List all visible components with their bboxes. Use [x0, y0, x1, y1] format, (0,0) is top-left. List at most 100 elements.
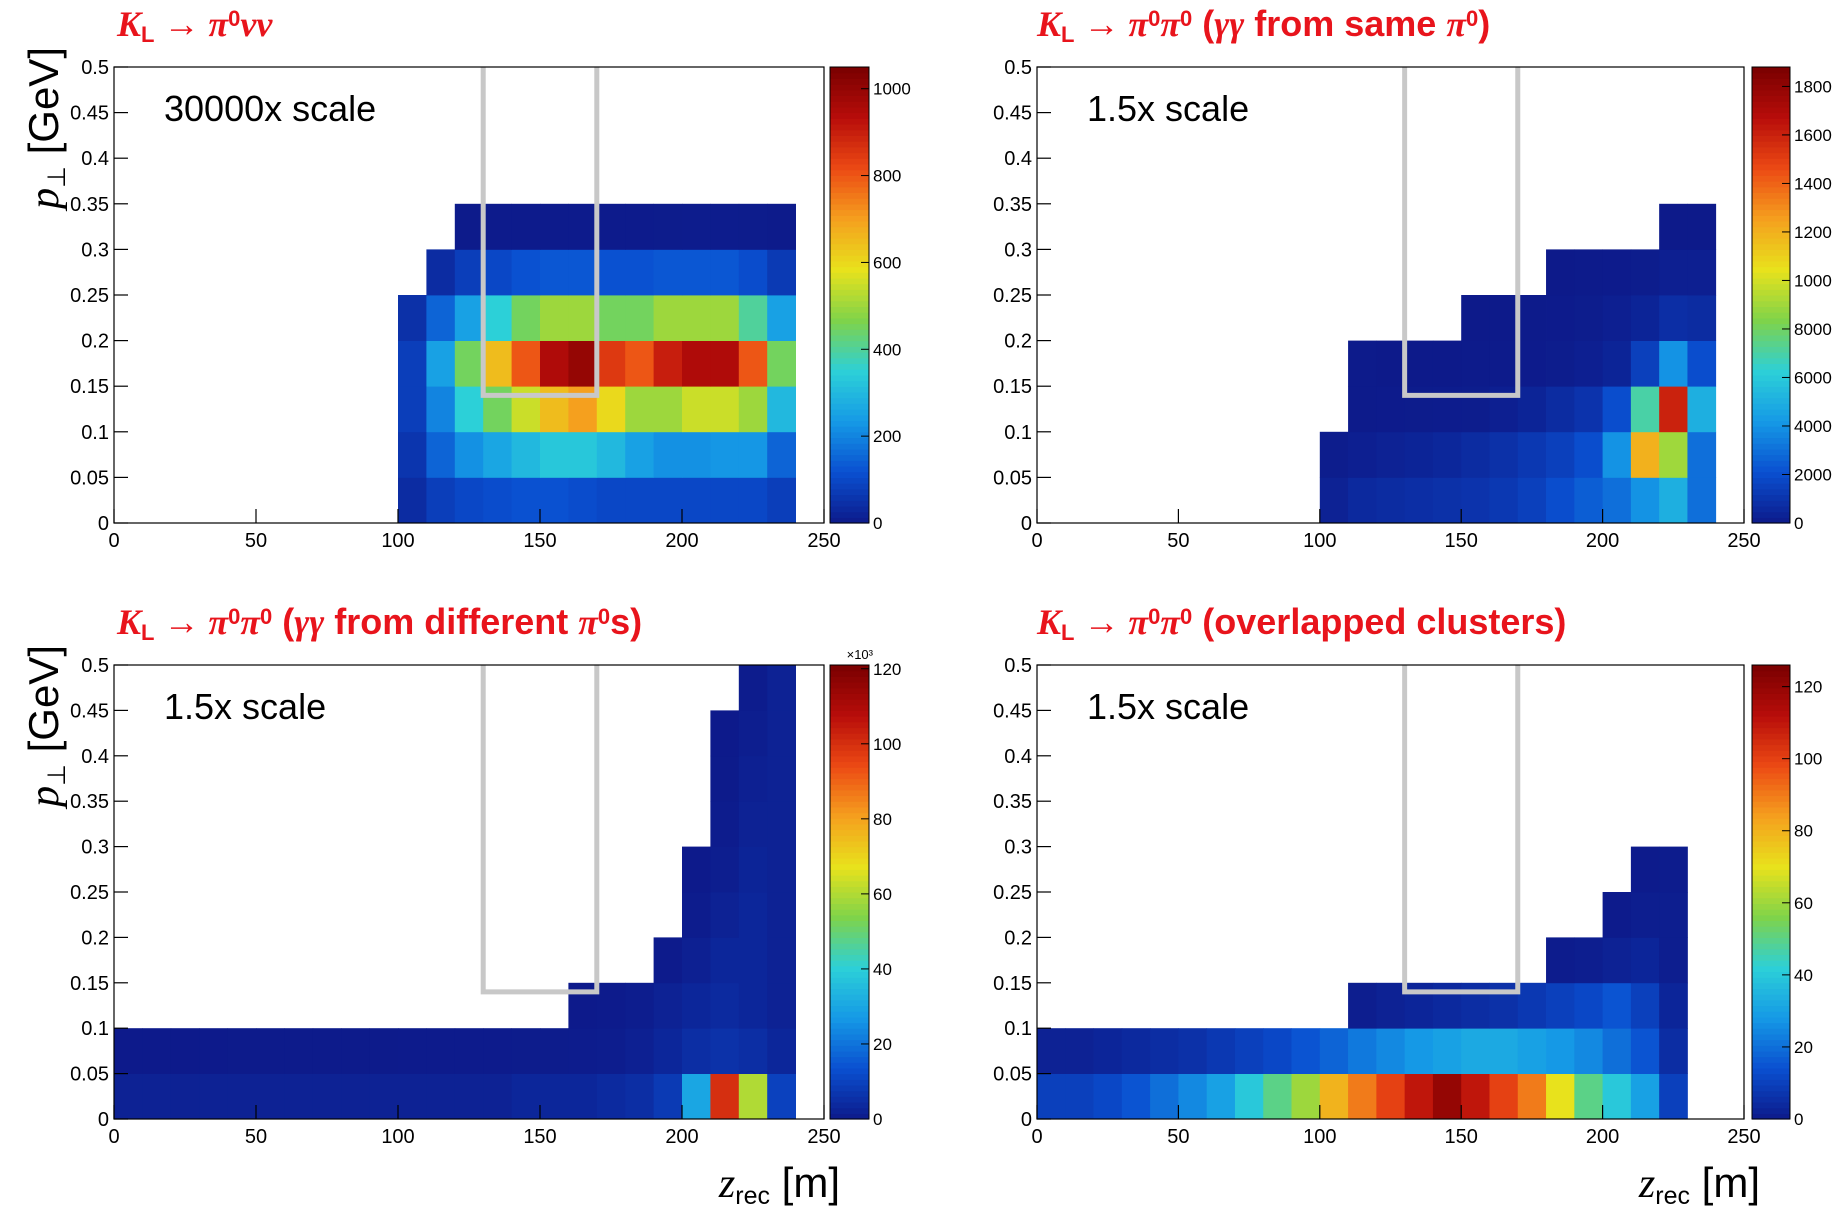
- heatmap-cell: [1659, 249, 1688, 296]
- heatmap-cell: [1659, 203, 1688, 250]
- heatmap-cell: [170, 1073, 200, 1120]
- text-part: 0: [1148, 604, 1160, 629]
- colorbar-band: [1752, 352, 1790, 359]
- heatmap-cell: [483, 203, 512, 250]
- heatmap-cell: [682, 982, 711, 1029]
- colorbar-band: [1752, 300, 1790, 307]
- colorbar-band: [830, 334, 869, 342]
- colorbar-tick-label: 600: [873, 253, 901, 272]
- colorbar-band: [830, 750, 869, 757]
- scale-note: 30000x scale: [164, 88, 376, 129]
- colorbar-band: [830, 403, 869, 410]
- colorbar-band: [830, 920, 869, 927]
- colorbar-band: [830, 846, 869, 853]
- panel-title: KL → π0π0 (γγ from same π0): [1036, 3, 1490, 47]
- colorbar-band: [1752, 676, 1790, 683]
- y-tick-label: 0.35: [993, 791, 1032, 813]
- heatmap-cell: [596, 982, 626, 1029]
- heatmap-cell: [1546, 982, 1575, 1029]
- colorbar-band: [1752, 880, 1790, 887]
- colorbar-tick-label: 80: [1794, 822, 1813, 841]
- heatmap-cell: [483, 340, 512, 387]
- colorbar-band: [830, 135, 869, 142]
- heatmap-cell: [1687, 431, 1717, 478]
- heatmap-cell: [710, 477, 740, 524]
- heatmap-cell: [1659, 892, 1688, 938]
- heatmap-cell: [1659, 477, 1688, 524]
- colorbar-band: [1752, 744, 1790, 751]
- y-tick-label: 0.3: [1004, 837, 1032, 859]
- text-part: 0: [260, 604, 272, 629]
- heatmap-cell: [625, 295, 654, 341]
- colorbar-band: [1752, 158, 1790, 165]
- colorbar-band: [1752, 124, 1790, 131]
- colorbar-band: [1752, 806, 1790, 814]
- heatmap-cell: [426, 477, 456, 524]
- heatmap-cell: [540, 249, 569, 296]
- colorbar-band: [830, 249, 869, 256]
- colorbar-band: [830, 982, 869, 990]
- colorbar-band: [1752, 852, 1790, 859]
- x-tick-label: 100: [1303, 530, 1336, 552]
- heatmap-cell: [596, 386, 626, 433]
- heatmap-cell: [625, 982, 654, 1029]
- heatmap-cell: [483, 295, 512, 341]
- colorbar-band: [830, 1045, 869, 1052]
- heatmap-cell: [682, 295, 711, 341]
- panel-title: KL → π0νν: [116, 4, 273, 47]
- heatmap-cell: [511, 477, 541, 524]
- heatmap-cell: [568, 340, 598, 387]
- heatmap-cell: [738, 710, 768, 757]
- heatmap-cell: [738, 249, 768, 296]
- heatmap-cell: [1348, 386, 1377, 433]
- colorbar-band: [1752, 243, 1790, 250]
- colorbar-band: [830, 699, 869, 706]
- heatmap-cell: [1348, 431, 1377, 478]
- heatmap-cell: [511, 203, 541, 250]
- colorbar-band: [1752, 238, 1790, 245]
- heatmap-cell: [682, 249, 711, 296]
- colorbar-tick-label: 100: [873, 735, 901, 754]
- y-tick-label: 0.5: [81, 57, 109, 79]
- heatmap-cell: [1461, 1028, 1490, 1074]
- heatmap-cell: [738, 431, 768, 478]
- colorbar-band: [830, 812, 869, 819]
- colorbar-band: [1752, 283, 1790, 290]
- colorbar-band: [830, 226, 869, 233]
- colorbar-band: [1752, 977, 1790, 984]
- signal-region: [480, 665, 600, 995]
- heatmap-cell: [1574, 340, 1603, 387]
- y-tick-label: 0.15: [993, 973, 1032, 995]
- heatmap-cell: [540, 340, 569, 387]
- y-tick-label: 0.25: [993, 882, 1032, 904]
- colorbar-band: [1752, 89, 1790, 97]
- scale-note: 1.5x scale: [1087, 88, 1249, 129]
- colorbar-band: [1752, 488, 1790, 496]
- text-part: γγ: [294, 602, 324, 642]
- heatmap-cell: [1404, 340, 1434, 387]
- heatmap-cell: [625, 203, 654, 250]
- heatmap-cell: [568, 249, 598, 296]
- heatmap-cell: [1461, 295, 1490, 341]
- heatmap-cell: [1630, 846, 1660, 893]
- heatmap-cell: [256, 1028, 285, 1074]
- colorbar-band: [1752, 192, 1790, 199]
- colorbar-band: [1752, 943, 1790, 950]
- heatmap-cell: [596, 1028, 626, 1074]
- heatmap-cell: [1546, 1028, 1575, 1074]
- colorbar-band: [1752, 1039, 1790, 1046]
- heatmap-cell: [767, 386, 796, 433]
- colorbar-band: [830, 903, 869, 910]
- heatmap-cell: [767, 249, 796, 296]
- y-tick-label: 0: [1021, 1109, 1032, 1131]
- text-part: L: [1061, 22, 1074, 47]
- signal-region: [1402, 665, 1521, 995]
- y-tick-label: 0.3: [81, 239, 109, 261]
- text-part: π: [1160, 4, 1181, 44]
- colorbar-band: [830, 391, 869, 399]
- colorbar-band: [830, 186, 869, 193]
- colorbar-band: [830, 676, 869, 683]
- colorbar-band: [830, 999, 869, 1007]
- heatmap-cell: [426, 386, 456, 433]
